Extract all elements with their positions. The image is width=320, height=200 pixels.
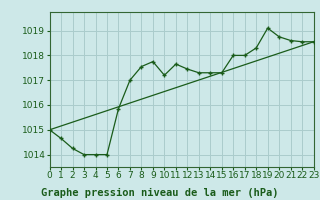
Text: Graphe pression niveau de la mer (hPa): Graphe pression niveau de la mer (hPa) — [41, 188, 279, 198]
